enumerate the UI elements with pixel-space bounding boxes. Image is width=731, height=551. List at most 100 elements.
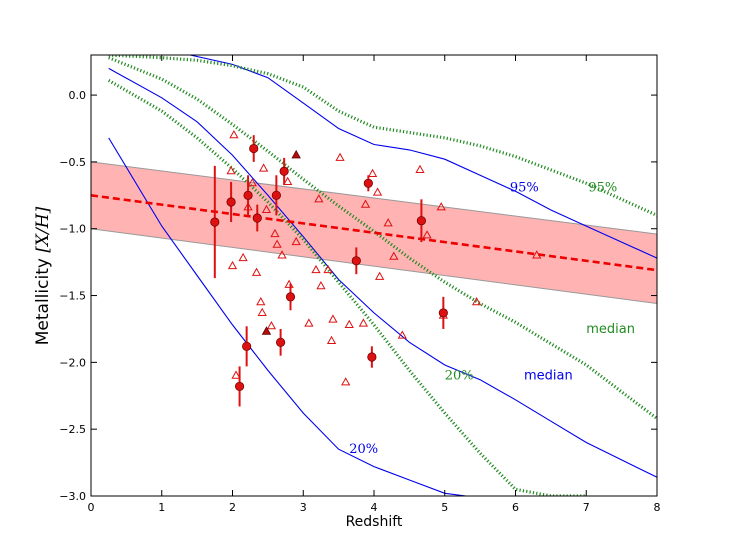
y-axis-label: Metallicity [X/H] <box>33 206 53 345</box>
x-tick-label: 1 <box>158 501 165 514</box>
detection-point <box>438 308 448 318</box>
open-triangle-point <box>247 178 257 187</box>
detection-point <box>243 190 253 200</box>
open-triangle-point <box>272 239 282 248</box>
detection-point <box>226 197 236 207</box>
open-triangle-point <box>383 218 393 227</box>
detection-point <box>351 256 361 266</box>
open-triangle-point <box>422 230 432 239</box>
model-curve-20-blue <box>108 137 467 496</box>
x-tick-label: 3 <box>300 501 307 514</box>
detection-point <box>210 217 220 227</box>
annotations: 95% 95% median median 20% 20% <box>349 180 635 457</box>
open-triangle-point <box>532 250 542 259</box>
model-curve-median-blue <box>108 67 657 478</box>
filled-triangle-point <box>291 149 301 159</box>
open-triangle-point <box>283 176 293 185</box>
open-triangle-point <box>229 129 239 139</box>
open-triangle-point <box>277 250 287 259</box>
open-triangle-point <box>415 164 425 173</box>
open-triangle-point <box>344 319 354 328</box>
open-triangle-point <box>326 335 337 345</box>
open-triangle-point <box>341 377 351 386</box>
open-triangle-point <box>397 330 407 339</box>
detection-point <box>363 178 373 188</box>
y-tick-label: −2.0 <box>59 356 86 369</box>
annotation-label: 20% <box>349 442 378 457</box>
detection-point <box>271 190 281 200</box>
x-tick-label: 7 <box>583 501 590 514</box>
detection-point <box>279 166 289 176</box>
open-triangle-point <box>389 251 399 260</box>
data-points <box>210 129 542 407</box>
axes: 0 1 2 3 4 5 6 7 8 −3.0 −2.5 −2.0 −1.5 −1.0 −0.5 0.0 <box>59 54 661 514</box>
model-curve-median-green <box>108 56 657 420</box>
x-tick-label: 5 <box>441 501 448 514</box>
open-triangle-point <box>314 194 324 203</box>
open-triangle-point <box>251 267 262 276</box>
fit-band-upper-edge <box>91 161 657 235</box>
open-triangle-point <box>270 228 280 238</box>
x-tick-label: 4 <box>371 501 378 514</box>
open-triangle-point <box>231 370 241 379</box>
y-tick-label: −1.0 <box>59 223 86 236</box>
open-triangle-point <box>284 279 294 288</box>
open-triangle-point <box>328 314 338 323</box>
open-triangle-point <box>471 297 482 306</box>
filled-triangle-point <box>261 326 272 335</box>
open-triangle-point <box>375 271 385 280</box>
open-triangle-point <box>358 318 369 327</box>
model-curve-95-green <box>108 55 657 217</box>
open-triangle-point <box>323 264 333 274</box>
x-tick-label: 2 <box>229 501 236 514</box>
annotation-label: 95% <box>510 180 539 195</box>
open-triangle-point <box>261 204 272 214</box>
open-triangle-point <box>227 260 238 270</box>
model-curve-95-blue <box>189 55 657 259</box>
detection-point <box>242 341 252 351</box>
y-tick-label: −1.5 <box>59 290 86 303</box>
open-triangle-point <box>238 252 248 262</box>
model-curve-20-green <box>107 79 587 496</box>
x-tick-label: 6 <box>512 501 519 514</box>
detection-point <box>367 352 377 362</box>
open-triangle-point <box>291 236 301 246</box>
open-triangle-point <box>226 166 236 175</box>
fit-line-dashed <box>91 194 657 272</box>
open-triangle-point <box>360 199 371 208</box>
y-tick-label: 0.0 <box>69 89 87 102</box>
open-triangle-point <box>436 202 446 211</box>
detection-point <box>234 381 245 392</box>
open-triangle-point <box>304 318 314 327</box>
open-triangle-point <box>372 187 383 196</box>
fit-line <box>91 194 657 272</box>
x-tick-label: 8 <box>654 501 661 514</box>
fit-band-lower-edge <box>91 228 657 305</box>
annotation-label: median <box>524 369 573 384</box>
annotation-label: 20% <box>445 369 474 384</box>
open-triangle-point <box>258 163 269 172</box>
open-triangle-point <box>256 297 266 306</box>
open-triangle-point <box>257 307 267 316</box>
annotation-label: median <box>586 322 635 337</box>
fit-band-fill <box>91 161 657 304</box>
detection-point <box>416 216 427 226</box>
y-tick-label: −3.0 <box>59 490 86 503</box>
open-triangle-point <box>316 280 326 290</box>
open-triangle-point <box>367 168 378 177</box>
y-tick-label: −0.5 <box>59 156 86 169</box>
detection-point <box>249 143 259 154</box>
open-triangle-point <box>266 321 277 330</box>
x-tick-label: 0 <box>88 501 95 514</box>
detection-point <box>276 337 286 347</box>
annotation-label: 95% <box>588 180 617 195</box>
y-tick-label: −2.5 <box>59 423 86 436</box>
open-triangle-point <box>311 264 321 274</box>
model-curves <box>107 55 657 496</box>
x-axis-label: Redshift <box>346 514 403 530</box>
detection-point <box>252 213 262 223</box>
fit-band <box>91 161 657 305</box>
detection-point <box>285 292 296 302</box>
open-triangle-point <box>335 152 345 161</box>
